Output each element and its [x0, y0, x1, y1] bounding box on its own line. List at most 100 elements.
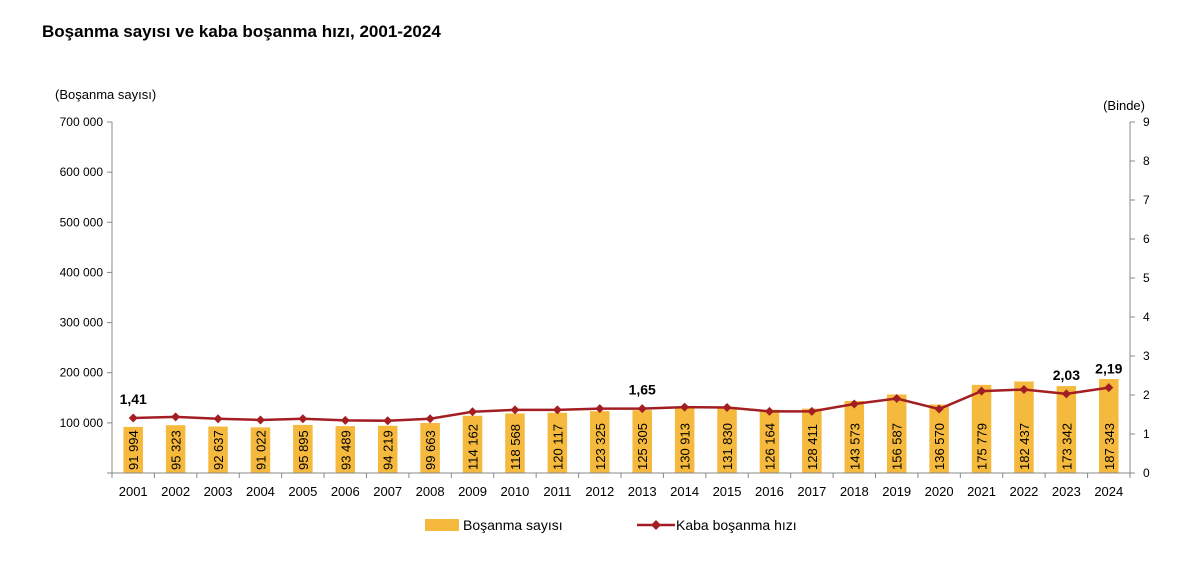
bar — [208, 426, 228, 473]
x-tick-label: 2002 — [161, 484, 190, 499]
rate-point — [383, 416, 393, 426]
bar — [420, 423, 440, 473]
y2-tick-label: 0 — [1143, 466, 1150, 480]
y-tick-label: 200 000 — [60, 366, 104, 380]
x-tick-label: 2007 — [373, 484, 402, 499]
bar — [802, 408, 822, 473]
x-tick-label: 2016 — [755, 484, 784, 499]
bar-value-label: 91 022 — [253, 430, 268, 470]
x-tick-label: 2024 — [1094, 484, 1123, 499]
rate-point — [722, 402, 732, 412]
x-tick-label: 2015 — [713, 484, 742, 499]
x-tick-label: 2008 — [416, 484, 445, 499]
x-tick-label: 2019 — [882, 484, 911, 499]
bar-value-label: 114 162 — [466, 424, 481, 470]
bar — [929, 404, 949, 473]
bar — [674, 407, 695, 473]
bar-value-label: 99 663 — [423, 430, 438, 470]
x-tick-label: 2004 — [246, 484, 275, 499]
y2-tick-label: 2 — [1143, 388, 1150, 402]
y2-tick-label: 5 — [1143, 271, 1150, 285]
bar — [123, 426, 143, 473]
bar — [547, 412, 568, 473]
rate-point — [128, 413, 138, 423]
rate-point — [213, 414, 223, 424]
chart-title: Boşanma sayısı ve kaba boşanma hızı, 200… — [42, 22, 441, 41]
x-tick-label: 2010 — [500, 484, 529, 499]
rate-point-label: 1,65 — [629, 382, 656, 398]
y2-tick-label: 3 — [1143, 349, 1150, 363]
bar-label-group: 91 994 95 323 92 637 91 022 95 895 93 489 94 2… — [126, 423, 1117, 470]
rate-point — [171, 412, 181, 422]
legend-label-bar: Boşanma sayısı — [463, 517, 563, 533]
bar-value-label: 118 568 — [508, 424, 523, 470]
rate-point — [892, 394, 902, 404]
rate-point — [510, 405, 520, 415]
rate-point — [934, 404, 944, 414]
bar-value-label: 136 570 — [932, 423, 947, 470]
legend-swatch-marker — [651, 520, 661, 530]
x-tick-label: 2003 — [204, 484, 233, 499]
bar — [293, 424, 313, 473]
y-tick-label: 300 000 — [60, 316, 104, 330]
bar — [1056, 386, 1077, 473]
bar-value-label: 93 489 — [338, 430, 353, 470]
y-tick-label: 100 000 — [60, 416, 104, 430]
y-tick-label: 700 000 — [60, 115, 104, 129]
y-tick-label: 500 000 — [60, 215, 104, 229]
legend-label-line: Kaba boşanma hızı — [676, 517, 797, 533]
bar-value-label: 130 913 — [678, 423, 693, 470]
y-tick-label: 400 000 — [60, 265, 104, 279]
bar-value-label: 143 573 — [847, 423, 862, 470]
x-tick-label: 2020 — [925, 484, 954, 499]
x-tick-label: 2014 — [670, 484, 699, 499]
bar — [377, 425, 398, 473]
x-tick-label: 2023 — [1052, 484, 1081, 499]
y2-tick-label: 7 — [1143, 193, 1150, 207]
bar — [250, 427, 271, 473]
x-tick-label: 2013 — [628, 484, 657, 499]
x-tick-label: 2011 — [543, 484, 571, 499]
bar-value-label: 156 587 — [890, 423, 905, 470]
rate-point — [595, 404, 605, 414]
rate-point — [468, 407, 478, 417]
bar-value-label: 173 342 — [1059, 423, 1074, 470]
bar-value-label: 125 305 — [635, 423, 650, 470]
bar-value-label: 95 323 — [169, 430, 184, 470]
rate-point — [1104, 383, 1114, 393]
x-tick-label: 2018 — [840, 484, 869, 499]
bar — [1014, 381, 1034, 473]
y2-tick-label: 8 — [1143, 154, 1150, 168]
axes: 100 000 200 000 300 000 400 000 500 000 600 0… — [55, 87, 1150, 499]
legend: Boşanma sayısı Kaba boşanma hızı — [425, 517, 797, 533]
rate-point — [340, 415, 350, 425]
rate-point — [849, 399, 859, 409]
y2-tick-label: 6 — [1143, 232, 1150, 246]
bar-group — [123, 379, 1119, 473]
x-tick-label: 2022 — [1009, 484, 1038, 499]
rate-point — [977, 386, 987, 396]
rate-point — [552, 405, 562, 415]
rate-point — [807, 406, 817, 416]
rate-line — [133, 386, 1109, 422]
x-tick-label: 2005 — [288, 484, 317, 499]
bar-value-label: 123 325 — [593, 423, 608, 470]
y-tick-label: 600 000 — [60, 165, 104, 179]
legend-swatch-bar — [425, 519, 459, 531]
bar-value-label: 120 117 — [550, 424, 565, 470]
bar — [1099, 379, 1119, 473]
rate-point-label: 2,19 — [1095, 361, 1122, 377]
y2-tick-label: 1 — [1143, 427, 1150, 441]
bar — [462, 415, 483, 473]
rate-point — [1019, 385, 1029, 395]
y-axis-title: (Boşanma sayısı) — [55, 87, 156, 102]
bar — [971, 384, 992, 473]
bar — [759, 409, 780, 473]
bar — [165, 425, 186, 473]
rate-point-label: 2,03 — [1053, 367, 1080, 383]
bar — [335, 426, 356, 473]
bar-value-label: 131 830 — [720, 423, 735, 470]
bar-value-label: 128 411 — [805, 424, 820, 470]
bar-value-label: 182 437 — [1017, 423, 1032, 470]
y2-tick-label: 9 — [1143, 115, 1150, 129]
